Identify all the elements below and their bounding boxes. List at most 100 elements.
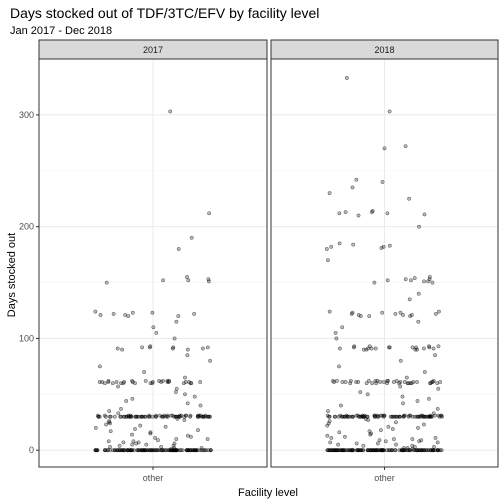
data-point xyxy=(381,380,386,384)
data-point xyxy=(143,378,148,383)
data-point xyxy=(426,396,431,401)
data-point xyxy=(325,413,330,418)
data-point xyxy=(407,413,412,418)
data-point xyxy=(344,448,348,453)
data-point xyxy=(405,446,410,450)
y-tick-label: 100 xyxy=(19,333,34,343)
data-point xyxy=(196,428,200,433)
facet-panels: 2017 other 2018 other xyxy=(38,39,499,483)
data-point xyxy=(206,277,211,282)
data-point xyxy=(95,413,100,418)
data-point xyxy=(172,336,177,341)
y-tick-label: 300 xyxy=(19,110,34,120)
data-point xyxy=(198,403,203,408)
data-point xyxy=(334,336,339,341)
data-point xyxy=(389,448,394,453)
data-point xyxy=(381,244,386,249)
data-point xyxy=(360,413,365,418)
data-point xyxy=(340,380,345,384)
data-point xyxy=(161,378,166,383)
data-point xyxy=(150,380,155,384)
data-point xyxy=(375,378,380,383)
data-point xyxy=(387,109,392,114)
facet-strip-label: 2017 xyxy=(143,45,163,55)
data-point xyxy=(367,314,372,319)
data-point xyxy=(387,243,392,248)
data-point xyxy=(172,446,177,450)
data-point xyxy=(328,448,333,453)
data-point xyxy=(122,380,127,384)
data-point xyxy=(203,413,208,418)
data-point xyxy=(171,345,176,350)
data-point xyxy=(151,325,156,330)
data-point xyxy=(116,448,121,453)
data-point xyxy=(386,378,390,383)
data-point xyxy=(380,413,385,418)
data-point xyxy=(436,413,441,418)
data-point xyxy=(188,413,193,418)
data-point xyxy=(174,319,179,324)
data-point xyxy=(114,380,119,384)
data-point xyxy=(334,378,339,383)
data-point xyxy=(438,380,443,384)
data-point xyxy=(394,378,399,383)
data-point xyxy=(157,378,162,383)
data-point xyxy=(340,448,345,453)
data-point xyxy=(337,430,342,435)
data-point xyxy=(398,384,403,389)
data-point xyxy=(130,432,134,437)
data-point xyxy=(416,319,421,324)
data-point xyxy=(416,291,421,296)
data-point xyxy=(198,413,203,418)
data-point xyxy=(130,442,135,447)
data-point xyxy=(116,384,120,389)
data-point xyxy=(433,353,438,358)
data-point xyxy=(116,411,121,416)
data-point xyxy=(351,242,356,247)
data-point xyxy=(188,448,193,453)
data-point xyxy=(183,380,188,384)
data-point xyxy=(148,431,153,436)
data-point xyxy=(422,212,427,217)
data-point xyxy=(417,439,422,444)
data-point xyxy=(185,401,190,406)
data-point xyxy=(432,444,436,449)
data-point xyxy=(337,346,342,351)
data-point xyxy=(344,76,349,80)
data-point xyxy=(192,311,197,316)
data-point xyxy=(387,345,391,350)
data-point xyxy=(370,209,375,213)
data-point xyxy=(147,413,152,418)
data-point xyxy=(145,448,150,453)
data-point xyxy=(123,313,128,317)
data-point xyxy=(385,278,390,283)
data-point xyxy=(325,448,330,453)
data-point xyxy=(176,247,181,251)
data-point xyxy=(419,438,424,443)
data-point xyxy=(383,439,388,444)
data-point xyxy=(436,344,441,349)
data-point xyxy=(180,448,185,453)
data-point xyxy=(329,244,334,249)
data-point xyxy=(398,310,403,315)
data-point xyxy=(161,278,166,283)
data-point xyxy=(181,381,186,386)
data-point xyxy=(104,280,109,285)
chart-subtitle: Jan 2017 - Dec 2018 xyxy=(10,25,112,37)
data-point xyxy=(154,414,158,419)
data-point xyxy=(338,413,343,418)
data-point xyxy=(124,399,129,403)
data-point xyxy=(327,191,332,196)
data-point xyxy=(159,380,164,384)
data-point xyxy=(326,409,330,414)
data-point xyxy=(331,378,335,383)
data-point xyxy=(93,448,98,453)
y-tick-label: 200 xyxy=(19,222,34,232)
data-point xyxy=(106,439,111,444)
data-point xyxy=(165,378,170,383)
data-point xyxy=(417,224,421,229)
data-point xyxy=(115,346,120,351)
data-point xyxy=(325,433,330,438)
data-point xyxy=(171,448,175,453)
data-point xyxy=(364,381,369,386)
